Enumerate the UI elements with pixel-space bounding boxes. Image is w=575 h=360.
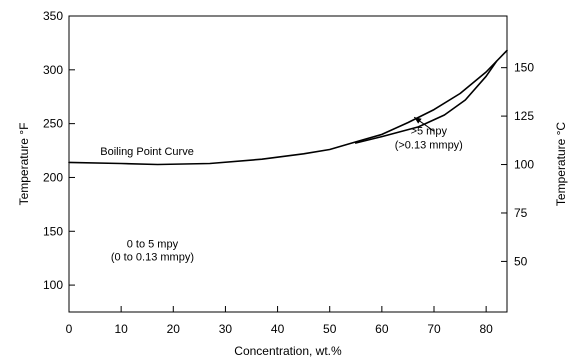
annotation-label: Boiling Point Curve bbox=[100, 146, 194, 158]
annotation-arrow-head bbox=[414, 117, 422, 124]
x-tick-label: 40 bbox=[271, 322, 285, 336]
annotation-label: (0 to 0.13 mmpy) bbox=[111, 251, 194, 263]
right-axis-ticks: 50 75 100 125 150 bbox=[501, 61, 534, 268]
y-left-tick-label: 250 bbox=[43, 117, 63, 131]
y-left-tick-label: 300 bbox=[43, 63, 63, 77]
x-tick-label: 70 bbox=[427, 322, 441, 336]
y-axis-title-left: Temperature °F bbox=[17, 123, 31, 206]
plot-frame bbox=[68, 15, 508, 313]
x-tick-label: 0 bbox=[66, 322, 73, 336]
annotation-label: (>0.13 mmpy) bbox=[395, 139, 463, 151]
y-right-tick-label: 150 bbox=[514, 61, 534, 75]
x-tick-label: 30 bbox=[219, 322, 233, 336]
x-tick-label: 80 bbox=[479, 322, 493, 336]
x-tick-label: 50 bbox=[323, 322, 337, 336]
y-left-tick-label: 200 bbox=[43, 170, 63, 184]
y-right-tick-label: 125 bbox=[514, 109, 534, 123]
y-right-tick-label: 75 bbox=[514, 206, 528, 220]
left-axis-ticks: 100 150 200 250 300 350 bbox=[43, 9, 75, 292]
y-left-tick-label: 100 bbox=[43, 278, 63, 292]
boiling-point-curve-line bbox=[68, 49, 508, 166]
y-right-tick-label: 100 bbox=[514, 158, 534, 172]
annotations-group: Boiling Point Curve >5 mpy (>0.13 mmpy) 0 t… bbox=[100, 116, 463, 263]
series-group bbox=[68, 49, 508, 166]
bottom-axis-ticks: 0 10 20 30 40 50 60 70 80 bbox=[66, 306, 493, 336]
x-axis-title: Concentration, wt.% bbox=[234, 344, 342, 358]
x-tick-label: 10 bbox=[114, 322, 128, 336]
x-tick-label: 60 bbox=[375, 322, 389, 336]
annotation-label: 0 to 5 mpy bbox=[127, 238, 179, 250]
annotation-label: >5 mpy bbox=[411, 125, 448, 137]
x-tick-label: 20 bbox=[167, 322, 181, 336]
y-left-tick-label: 150 bbox=[43, 224, 63, 238]
y-right-tick-label: 50 bbox=[514, 254, 528, 268]
y-axis-title-right: Temperature °C bbox=[554, 122, 568, 206]
corrosion-boundary-line bbox=[354, 60, 498, 144]
y-left-tick-label: 350 bbox=[43, 9, 63, 23]
